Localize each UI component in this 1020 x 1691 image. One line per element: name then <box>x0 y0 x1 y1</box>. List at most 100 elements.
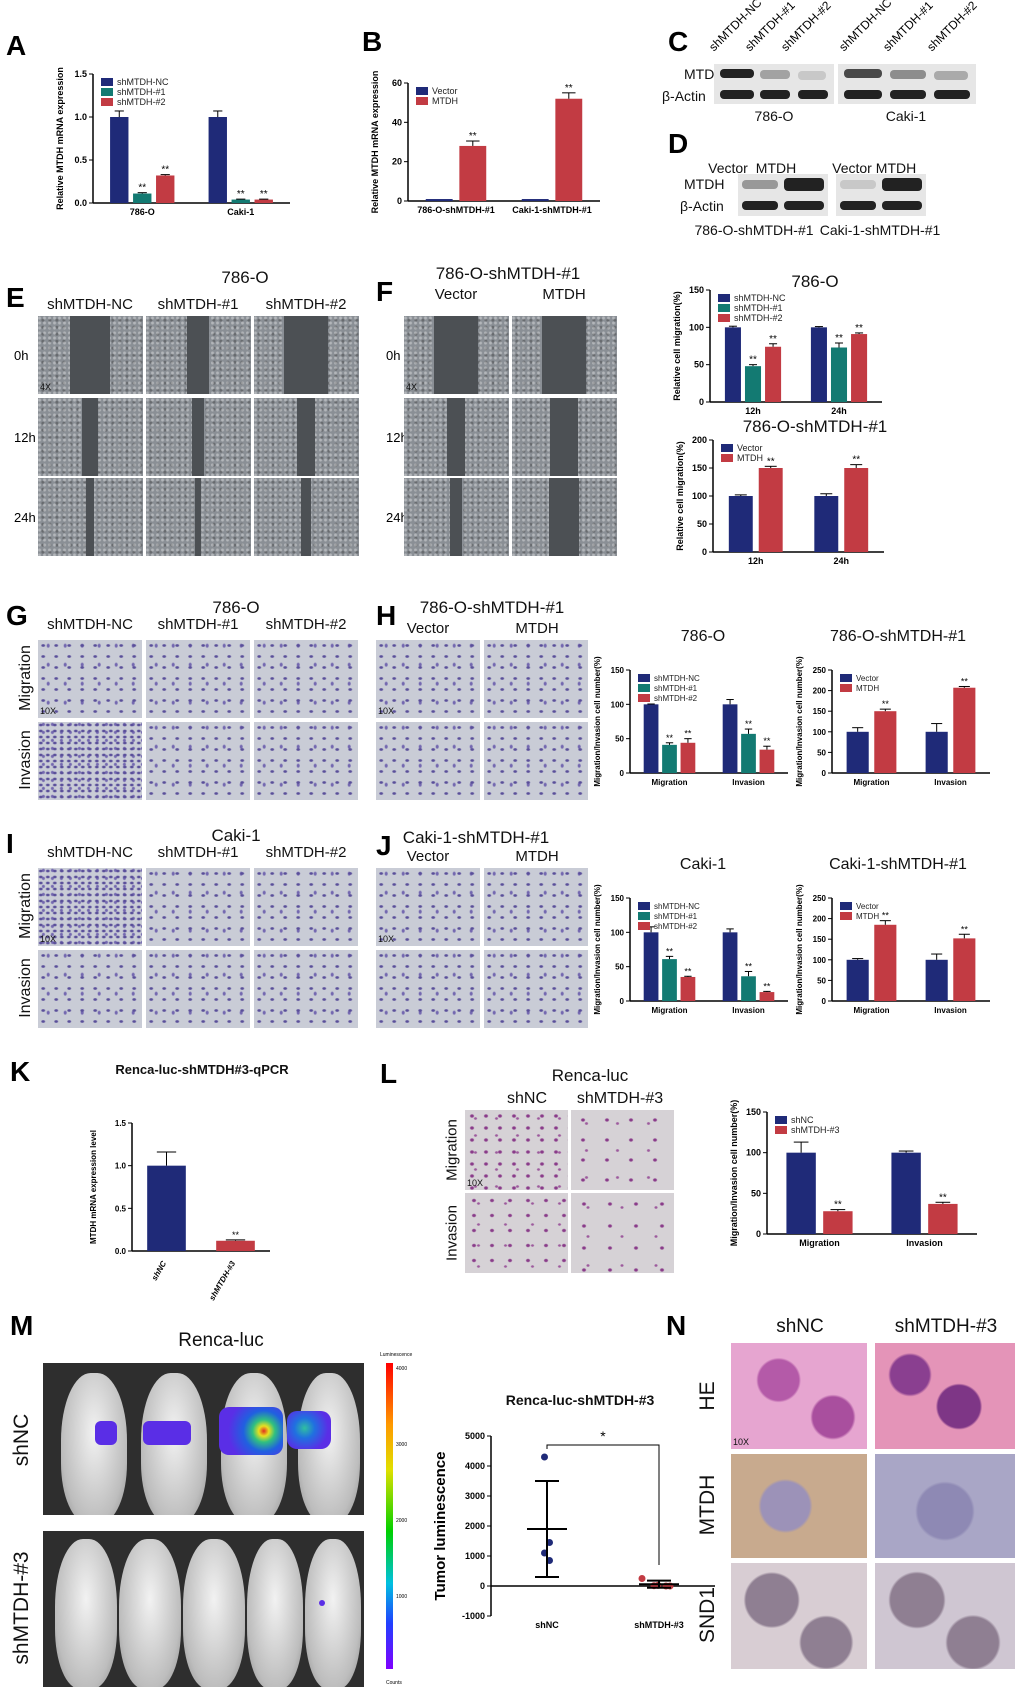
legend-label: shMTDH-#2 <box>117 97 166 107</box>
bar <box>891 1152 921 1234</box>
y-tick-label: 100 <box>692 491 707 501</box>
magnification-label: 10X <box>40 706 57 716</box>
he-shmtdh <box>875 1343 1015 1449</box>
wound-image <box>146 478 251 556</box>
panel-letter-g: G <box>6 600 28 631</box>
wound-image <box>146 398 251 476</box>
transwell-image <box>254 950 358 1028</box>
bar <box>459 145 487 201</box>
legend-swatch <box>840 912 852 920</box>
y-tick-label: 150 <box>746 1107 761 1117</box>
y-tick-label: 100 <box>611 928 625 937</box>
wound-image <box>512 316 617 394</box>
y-tick-label: 100 <box>611 700 625 709</box>
wound-image <box>404 398 509 476</box>
transwell-image <box>254 640 358 718</box>
bar <box>521 199 549 201</box>
snd1-ihc-shmtdh <box>875 1563 1015 1669</box>
significance-label: ** <box>666 733 674 743</box>
y-tick-label: -1000 <box>462 1611 485 1621</box>
bar <box>110 117 129 203</box>
x-tick-label: 786-O <box>130 207 155 217</box>
legend-swatch <box>638 922 650 930</box>
bar <box>741 976 756 1001</box>
plot-area: 0 50 100 150 200 Relative cell migration(%) 12… <box>675 435 884 566</box>
panel-letter-e: E <box>6 282 25 313</box>
colorbar-title: Luminescence <box>380 1352 413 1358</box>
y-tick-label: 200 <box>813 687 827 696</box>
y-tick-label: 1.5 <box>74 69 87 79</box>
significance-label: ** <box>961 924 969 934</box>
y-tick-label: 4000 <box>465 1461 485 1471</box>
colorbar-tick: 2000 <box>396 1518 408 1524</box>
legend-swatch <box>638 694 650 702</box>
bar <box>722 932 738 1001</box>
bar <box>874 711 897 773</box>
transwell-col-label: shMTDH-#2 <box>265 844 347 861</box>
transwell-image <box>38 722 142 800</box>
renca-invasion-shnc <box>465 1193 568 1273</box>
y-tick-label: 50 <box>697 519 707 529</box>
legend-swatch <box>840 902 852 910</box>
bar <box>643 704 659 773</box>
legend-swatch <box>416 97 428 105</box>
significance-label: ** <box>232 1230 240 1240</box>
magnification-label: 10X <box>40 934 57 944</box>
transwell-col-label: shMTDH-#1 <box>157 844 239 861</box>
blot-group-label: 786-O-shMTDH-#1 <box>694 222 814 238</box>
y-tick-label: 60 <box>392 78 402 88</box>
renca-l-row: Invasion <box>443 1205 461 1261</box>
transwell-col-label: shMTDH-#2 <box>265 616 347 633</box>
renca-l-col: shNC <box>506 1090 548 1107</box>
data-point <box>541 1453 548 1461</box>
panel-letter-c: C <box>668 26 689 57</box>
y-tick-label: 3000 <box>465 1491 485 1501</box>
y-tick-label: 150 <box>813 707 827 716</box>
y-tick-label: 1.0 <box>74 112 87 122</box>
x-tick-label: Migration <box>854 1006 890 1015</box>
x-tick-label: Invasion <box>934 1006 967 1015</box>
y-tick-label: 100 <box>813 956 827 965</box>
bar <box>722 704 738 773</box>
legend-label: shMTDH-#1 <box>117 87 166 97</box>
x-tick-label: Migration <box>854 778 890 787</box>
y-tick-label: 1000 <box>465 1551 485 1561</box>
bar <box>928 1203 958 1234</box>
blot-d-lane: MTDH <box>875 160 917 176</box>
plot-area: 0 50 100 150 Migration/Invasion cell number(… <box>593 884 788 1015</box>
blot-row-label: β-Actin <box>662 88 706 104</box>
legend-label: MTDH <box>856 684 879 693</box>
legend-swatch <box>638 684 650 692</box>
significance-label: ** <box>834 1200 842 1211</box>
transwell-image <box>376 722 480 800</box>
y-tick-label: 0 <box>620 769 625 778</box>
significance-label: ** <box>763 981 771 991</box>
plot-area: 0.0 0.5 1.0 1.5 MTDH mRNA expression level sh… <box>89 1119 270 1302</box>
transwell-col-label: shMTDH-NC <box>47 616 133 633</box>
mice-image-shnc <box>43 1363 364 1515</box>
significance-bracket <box>546 1444 660 1565</box>
chart-E: 0 50 100 150 Relative cell migration(%) 12h 24… <box>672 285 882 416</box>
y-tick-label: 150 <box>692 463 707 473</box>
renca-l-title: Renca-luc <box>551 1066 629 1085</box>
magnification-label: 10X <box>378 934 395 944</box>
legend-label: shMTDH-#2 <box>654 694 698 703</box>
chart-title: 786-O-shMTDH-#1 <box>742 417 888 436</box>
legend-swatch <box>638 912 650 920</box>
legend-swatch <box>718 294 730 302</box>
renca-l-col: shMTDH-#3 <box>576 1090 664 1107</box>
legend-label: Vector <box>856 902 879 911</box>
significance-label: * <box>600 1428 606 1444</box>
chart-title: 786-O <box>680 628 726 645</box>
legend-label: MTDH <box>856 912 879 921</box>
y-tick-label: 150 <box>689 285 704 295</box>
transwell-image <box>484 640 588 718</box>
significance-label: ** <box>745 961 753 971</box>
mice-row-label: shNC <box>10 1413 33 1467</box>
bar <box>844 468 869 552</box>
y-axis-label: Relative cell migration(%) <box>672 291 682 401</box>
y-tick-label: 0 <box>822 997 827 1006</box>
legend-label: Vector <box>856 674 879 683</box>
renca-invasion-shmtdh <box>571 1193 674 1273</box>
y-tick-label: 200 <box>813 915 827 924</box>
